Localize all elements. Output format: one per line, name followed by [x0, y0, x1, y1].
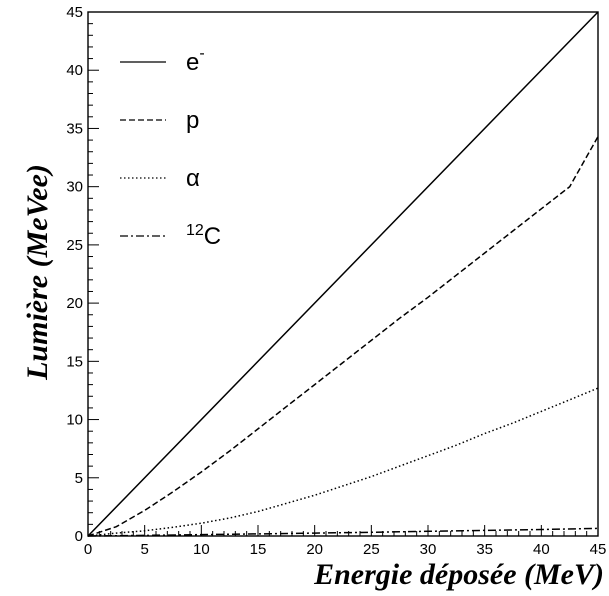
legend-label-c12: 12C: [186, 222, 221, 250]
y-tick-label: 5: [75, 470, 83, 487]
legend-label-p: p: [186, 107, 199, 134]
x-tick-label: 15: [250, 541, 267, 558]
series-layer: [87, 11, 599, 537]
y-tick-label: 15: [66, 353, 83, 370]
series-line-p: [87, 136, 599, 537]
x-tick-label: 5: [140, 541, 148, 558]
legend-label-e: e-: [186, 45, 205, 76]
y-axis-title: Lumière (MeVee): [21, 164, 54, 381]
y-tick-label: 25: [66, 237, 83, 254]
y-tick-label: 20: [66, 295, 83, 312]
y-tick-label: 10: [66, 412, 83, 429]
y-tick-label: 0: [75, 528, 83, 545]
x-tick-label: 45: [590, 541, 607, 558]
series-line-e: [87, 11, 599, 537]
plot-frame: [87, 11, 599, 537]
x-axis-title: Energie déposée (MeV): [313, 558, 604, 591]
legend-label-alpha: α: [186, 165, 200, 192]
x-tick-label: 35: [476, 541, 493, 558]
series-line-c12: [87, 527, 599, 537]
x-tick-label: 30: [420, 541, 437, 558]
series-line-alpha: [87, 387, 599, 537]
x-tick-label: 20: [306, 541, 323, 558]
y-tick-label: 40: [66, 62, 83, 79]
y-tick-label: 45: [66, 4, 83, 21]
x-tick-label: 25: [363, 541, 380, 558]
y-tick-label: 35: [66, 120, 83, 137]
y-tick-label: 30: [66, 179, 83, 196]
x-tick-label: 10: [193, 541, 210, 558]
x-tick-label: 0: [84, 541, 92, 558]
legend: e-p α 12C: [120, 45, 221, 250]
axes: 0 5 10 15 20 25 30 35 40 45 0 5 10 15 20 25 30 35 40 45: [66, 4, 606, 558]
x-tick-label: 40: [533, 541, 550, 558]
